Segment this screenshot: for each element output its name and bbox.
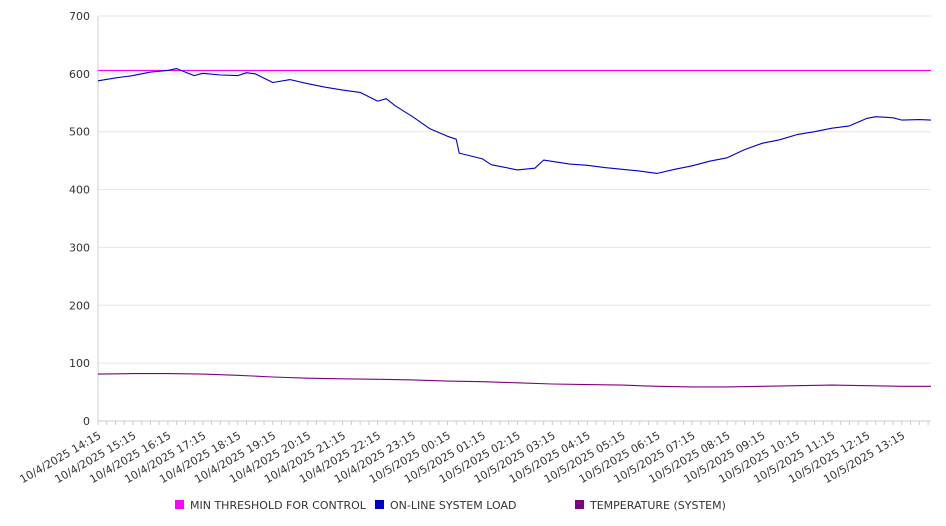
series-line-temperature-system (97, 373, 931, 388)
legend-label: MIN THRESHOLD FOR CONTROL (190, 499, 367, 512)
y-tick-label: 300 (69, 241, 90, 254)
series-lines (97, 68, 932, 388)
y-tick-label: 600 (69, 68, 90, 81)
legend-swatch (175, 500, 184, 509)
y-axis: 0 100 200 300 400 500 600 700 (69, 10, 99, 428)
legend-swatch (375, 500, 384, 509)
legend: MIN THRESHOLD FOR CONTROL ON-LINE SYSTEM … (175, 499, 726, 512)
y-tick-label: 0 (83, 415, 90, 428)
legend-swatch (575, 500, 584, 509)
y-tick-label: 200 (69, 299, 90, 312)
legend-label: ON-LINE SYSTEM LOAD (390, 499, 516, 512)
gridlines (98, 15, 931, 364)
y-tick-label: 100 (69, 357, 90, 370)
y-tick-label: 700 (69, 10, 90, 23)
y-tick-label: 500 (69, 126, 90, 139)
y-tick-label: 400 (69, 184, 90, 197)
legend-label: TEMPERATURE (SYSTEM) (589, 499, 726, 512)
series-line-on-line-system-load (97, 68, 932, 174)
